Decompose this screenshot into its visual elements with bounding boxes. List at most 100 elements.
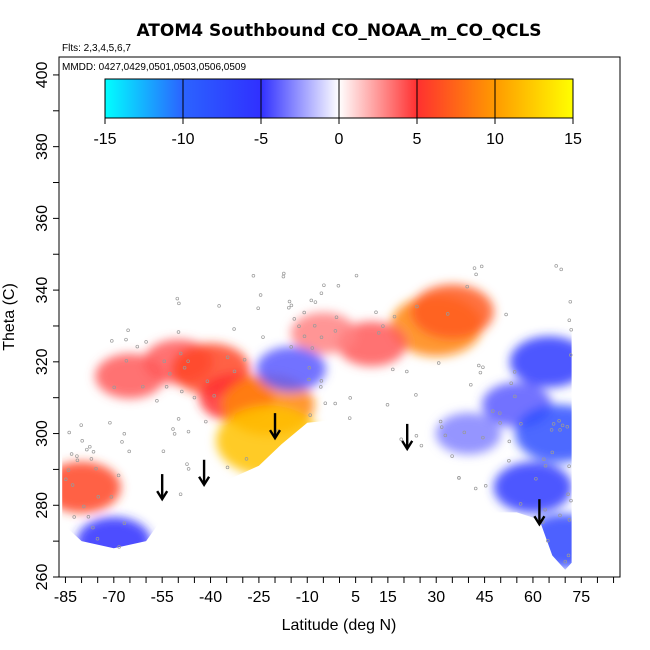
sample-point bbox=[381, 324, 385, 328]
sample-point bbox=[477, 363, 481, 368]
sample-point bbox=[438, 419, 443, 424]
sample-point bbox=[251, 274, 256, 278]
sample-point bbox=[439, 425, 444, 429]
sample-point bbox=[309, 298, 314, 303]
sample-point bbox=[182, 365, 187, 370]
sample-point bbox=[122, 521, 127, 526]
sample-point bbox=[225, 465, 230, 470]
sample-point bbox=[543, 507, 547, 512]
sample-point bbox=[323, 401, 328, 405]
sample-point bbox=[518, 502, 523, 506]
anomaly-cell bbox=[509, 336, 572, 388]
sample-point bbox=[258, 293, 263, 297]
arrow-head bbox=[401, 440, 414, 452]
sample-point bbox=[472, 266, 477, 270]
sample-point bbox=[560, 423, 565, 428]
down-arrow-icon bbox=[156, 474, 169, 502]
colorbar-tick-label: -10 bbox=[171, 131, 194, 148]
sample-point bbox=[567, 464, 571, 468]
anomaly-cell bbox=[76, 517, 151, 566]
x-tick-label: -70 bbox=[102, 589, 125, 606]
x-tick-label: -25 bbox=[247, 589, 270, 606]
y-tick-label: 400 bbox=[34, 61, 51, 88]
sample-point bbox=[281, 274, 286, 279]
sample-point bbox=[178, 351, 183, 356]
anomaly-cell bbox=[216, 405, 321, 476]
sample-point bbox=[347, 416, 352, 420]
x-tick-label: -40 bbox=[199, 589, 222, 606]
sample-point bbox=[155, 399, 159, 403]
sample-point bbox=[175, 296, 180, 301]
sample-point bbox=[450, 454, 454, 458]
sample-point bbox=[313, 300, 318, 304]
sample-point bbox=[108, 420, 112, 425]
sample-point bbox=[568, 299, 573, 304]
sample-point bbox=[180, 389, 184, 394]
sample-point bbox=[333, 329, 338, 333]
y-tick-label: 340 bbox=[34, 277, 51, 304]
sample-point bbox=[109, 495, 114, 499]
sample-point bbox=[504, 312, 508, 317]
arrow-head bbox=[156, 490, 169, 502]
sample-point bbox=[70, 483, 75, 487]
sample-point bbox=[302, 310, 306, 315]
sample-point bbox=[124, 337, 128, 342]
sample-point bbox=[498, 411, 502, 415]
sample-point bbox=[481, 435, 485, 440]
sample-point bbox=[289, 303, 294, 308]
sample-point bbox=[82, 504, 86, 509]
sample-point bbox=[566, 492, 570, 497]
sample-point bbox=[185, 462, 189, 466]
sample-point bbox=[354, 273, 359, 278]
sample-point bbox=[192, 395, 197, 400]
sample-point bbox=[66, 468, 71, 472]
sample-point bbox=[558, 428, 562, 432]
sample-point bbox=[348, 396, 352, 400]
y-axis: 260 280 300 320 340 360 380 400 bbox=[34, 61, 59, 590]
x-tick-label: -85 bbox=[54, 589, 77, 606]
sample-point bbox=[302, 334, 307, 339]
sample-point bbox=[483, 484, 488, 488]
sample-point bbox=[232, 327, 236, 331]
sample-point bbox=[80, 439, 84, 443]
sample-point bbox=[95, 537, 100, 541]
data-field bbox=[62, 222, 572, 570]
sample-point bbox=[415, 304, 419, 309]
sample-point bbox=[307, 366, 312, 370]
anomaly-cell bbox=[62, 461, 121, 513]
sample-point bbox=[507, 439, 512, 444]
sample-point bbox=[112, 385, 116, 390]
sample-point bbox=[244, 457, 249, 461]
sample-point bbox=[551, 422, 556, 426]
x-tick-label: 75 bbox=[572, 589, 590, 606]
sample-point bbox=[297, 324, 301, 328]
sample-point bbox=[127, 449, 131, 454]
x-tick-label: 60 bbox=[524, 589, 542, 606]
sample-point bbox=[419, 443, 424, 448]
sample-point bbox=[89, 457, 94, 461]
sample-point bbox=[334, 315, 339, 319]
colorbar: -15 -10 -5 0 5 10 15 bbox=[93, 78, 582, 148]
sample-point bbox=[242, 357, 247, 362]
colorbar-tick-label: -5 bbox=[254, 131, 268, 148]
sample-point bbox=[120, 440, 124, 444]
sample-point bbox=[405, 369, 409, 374]
sample-point bbox=[465, 284, 469, 289]
arrow-markers bbox=[156, 413, 546, 527]
sample-point bbox=[312, 323, 317, 328]
colorbar-tick-label: -15 bbox=[93, 131, 116, 148]
sample-point bbox=[64, 477, 68, 482]
down-arrow-icon bbox=[401, 423, 414, 452]
sample-point bbox=[91, 450, 96, 454]
sample-point bbox=[473, 486, 478, 491]
arrow-head bbox=[268, 429, 282, 441]
sample-point bbox=[436, 361, 441, 365]
anomaly-cell bbox=[435, 412, 502, 455]
sample-point bbox=[376, 331, 381, 335]
sample-point bbox=[546, 538, 550, 543]
sample-point bbox=[478, 370, 483, 375]
sample-point bbox=[164, 385, 169, 389]
sample-point bbox=[414, 393, 418, 397]
sample-point bbox=[176, 417, 181, 421]
down-arrow-icon bbox=[533, 499, 546, 527]
